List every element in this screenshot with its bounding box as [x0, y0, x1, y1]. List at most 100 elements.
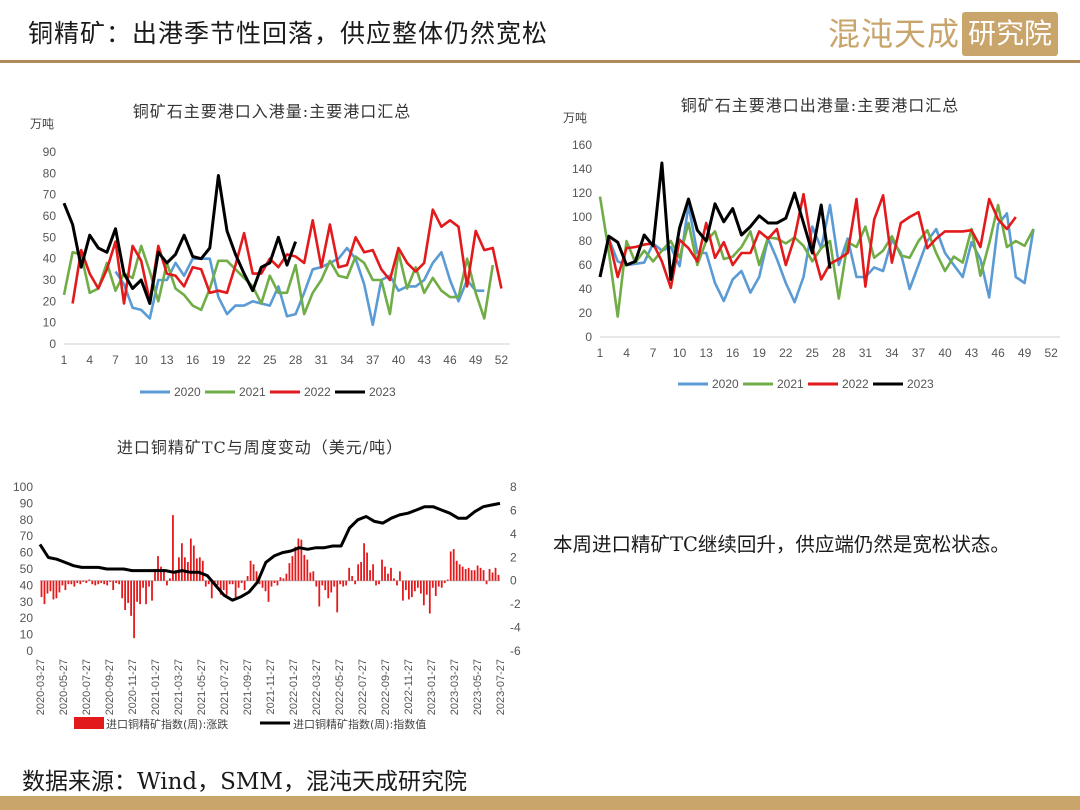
change-bar [267, 580, 270, 602]
change-bar [348, 567, 351, 581]
change-bar [121, 580, 124, 599]
change-bar [115, 580, 118, 584]
change-bar [396, 580, 398, 586]
legend-label-2023: 2023 [369, 385, 396, 399]
change-bar [52, 580, 55, 600]
source-note: 数据来源：Wind，SMM，混沌天成研究院 [22, 769, 467, 795]
change-bar [148, 580, 150, 587]
chart-title: 进口铜精矿TC与周度变动（美元/吨） [117, 438, 403, 457]
date-tick-label: 2022-09-27 [380, 659, 392, 715]
change-bar [112, 580, 115, 591]
x-tick-label: 49 [1018, 346, 1032, 360]
change-bar [172, 515, 174, 581]
outbound-chart: 铜矿石主要港口出港量:主要港口汇总万吨020406080100120140160… [563, 96, 1060, 391]
change-bar [455, 560, 458, 581]
x-tick-label: 10 [673, 346, 687, 360]
x-tick-label: 52 [1044, 346, 1058, 360]
change-bar [82, 580, 85, 582]
left-tick-label: 40 [20, 578, 34, 592]
change-bar [381, 559, 383, 581]
change-bar [234, 580, 237, 598]
change-bar [488, 569, 491, 581]
date-tick-label: 2022-07-27 [357, 659, 369, 715]
change-bar [160, 566, 162, 581]
left-tick-label: 60 [20, 546, 34, 560]
change-bar [285, 573, 288, 581]
change-bar [494, 567, 497, 581]
change-bar [497, 574, 500, 581]
change-bar [70, 580, 73, 585]
series-line-2020 [114, 246, 485, 327]
change-bar [91, 580, 94, 585]
change-bar [49, 580, 52, 592]
y-tick-label: 20 [43, 294, 57, 308]
change-bar [61, 580, 64, 586]
change-bar [360, 561, 362, 581]
change-bar [94, 580, 97, 586]
left-tick-label: 30 [20, 595, 34, 609]
y-tick-label: 80 [579, 234, 593, 248]
date-tick-label: 2022-01-27 [288, 659, 300, 715]
change-bar [46, 580, 49, 594]
right-tick-label: -6 [510, 644, 521, 658]
x-tick-label: 7 [112, 353, 119, 367]
change-bar [437, 580, 440, 587]
x-tick-label: 16 [186, 353, 200, 367]
footer-bar [0, 796, 1080, 810]
change-bar [198, 557, 201, 581]
date-tick-label: 2021-09-27 [242, 659, 254, 715]
change-bar [279, 577, 282, 581]
date-tick-label: 2023-01-27 [426, 659, 438, 715]
change-bar [252, 564, 255, 581]
y-tick-label: 50 [43, 230, 57, 244]
legend-label-2020: 2020 [712, 377, 739, 391]
x-tick-label: 10 [135, 353, 149, 367]
change-bar [387, 573, 389, 581]
page-title: 铜精矿：出港季节性回落，供应整体仍然宽松 [28, 19, 549, 48]
x-tick-label: 46 [991, 346, 1005, 360]
right-tick-label: -2 [510, 597, 521, 611]
right-tick-label: 2 [510, 550, 517, 564]
change-bar [216, 580, 219, 586]
change-bar [142, 580, 144, 588]
change-bar [246, 576, 249, 581]
x-tick-label: 40 [938, 346, 952, 360]
change-bar [479, 567, 482, 581]
change-bar [261, 580, 264, 588]
right-tick-label: -4 [510, 621, 521, 635]
change-bar [154, 569, 156, 581]
change-bar [79, 580, 82, 585]
x-tick-label: 49 [469, 353, 483, 367]
change-bar [408, 580, 410, 600]
change-bar [43, 580, 46, 605]
change-bar [354, 580, 357, 585]
series-line-2021 [598, 196, 1035, 318]
x-tick-label: 34 [885, 346, 899, 360]
x-tick-label: 7 [650, 346, 657, 360]
change-bar [210, 580, 213, 599]
change-bar [151, 580, 153, 601]
series-line-2021 [62, 244, 495, 320]
change-bar [231, 580, 234, 585]
left-tick-label: 90 [20, 496, 34, 510]
unit-label: 万吨 [30, 117, 54, 131]
change-bar [40, 580, 43, 598]
change-bar [336, 580, 339, 613]
change-bar [276, 580, 279, 586]
change-bar [106, 580, 109, 586]
left-tick-label: 70 [20, 529, 34, 543]
change-bar [175, 570, 177, 581]
legend-label-2020: 2020 [174, 385, 201, 399]
legend-label-2021: 2021 [777, 377, 804, 391]
change-bar [306, 559, 309, 581]
x-tick-label: 28 [289, 353, 303, 367]
change-bar [366, 552, 368, 581]
change-bar [100, 580, 103, 584]
x-tick-label: 31 [859, 346, 873, 360]
y-tick-label: 70 [43, 188, 57, 202]
change-bar [291, 556, 294, 581]
change-bar [195, 558, 198, 581]
x-tick-label: 25 [263, 353, 277, 367]
y-tick-label: 30 [43, 273, 57, 287]
change-bar [85, 580, 88, 584]
